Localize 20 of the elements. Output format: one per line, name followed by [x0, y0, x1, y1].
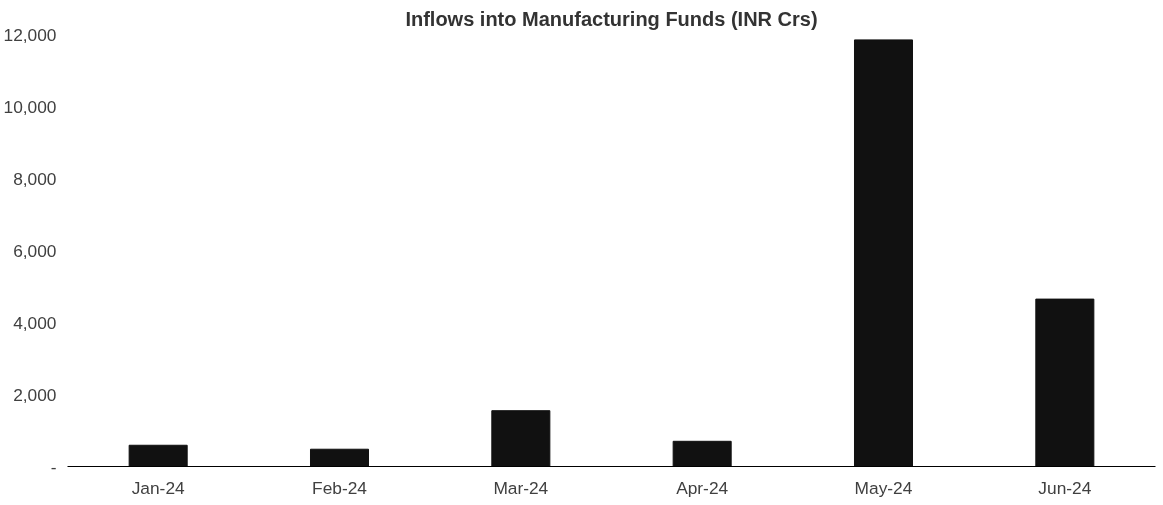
x-tick-label: May-24: [854, 477, 913, 498]
y-tick-label: -: [50, 456, 57, 477]
bar: [853, 39, 914, 467]
x-tick-label: Mar-24: [493, 477, 549, 498]
x-tick-label: Feb-24: [312, 477, 368, 498]
bar: [672, 440, 732, 467]
y-tick-label: 4,000: [13, 312, 57, 333]
y-tick-label: 6,000: [13, 240, 57, 261]
x-tick-label: Jan-24: [131, 477, 186, 498]
y-tick-label: 8,000: [13, 168, 57, 189]
y-tick-label: 10,000: [3, 96, 57, 117]
y-tick-label: 12,000: [3, 24, 57, 45]
bar: [128, 444, 188, 467]
bar: [1035, 298, 1095, 467]
y-tick-label: 2,000: [13, 384, 57, 405]
x-tick-label: Apr-24: [676, 477, 729, 498]
x-tick-label: Jun-24: [1038, 477, 1092, 498]
chart-title: Inflows into Manufacturing Funds (INR Crs): [405, 7, 818, 30]
bar: [309, 448, 370, 467]
bar: [491, 410, 551, 467]
